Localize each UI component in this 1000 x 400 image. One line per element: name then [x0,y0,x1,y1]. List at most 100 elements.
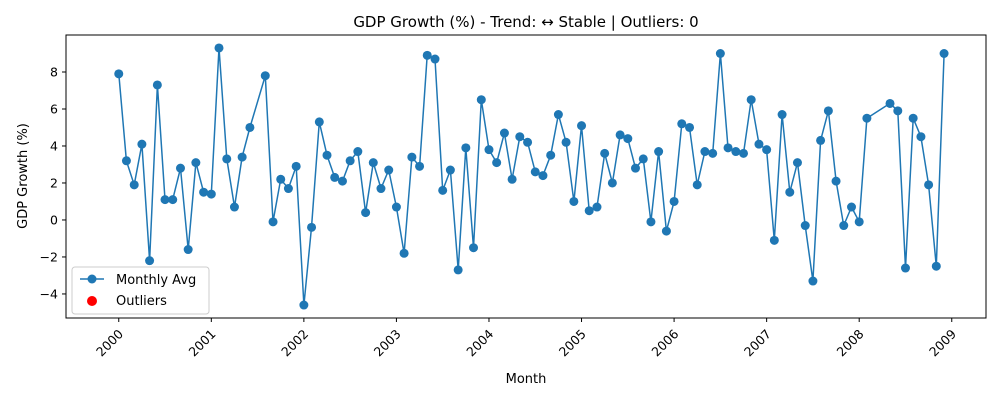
data-point [314,117,324,127]
data-point [607,178,617,188]
x-tick-label: 2004 [463,326,496,359]
data-point [715,48,725,58]
data-point [739,148,749,158]
data-point [839,221,849,231]
data-point [677,119,687,129]
data-point [276,174,286,184]
data-point [777,110,787,120]
data-point [708,148,718,158]
data-point [762,145,772,155]
data-point [646,217,656,227]
data-point [137,139,147,149]
y-tick-label: 6 [50,101,58,116]
data-point [145,256,155,266]
data-point [916,132,926,142]
data-point [368,158,378,168]
series-line-monthly-avg [118,47,945,306]
legend-marker-sample [87,274,97,284]
data-point [283,184,293,194]
data-point [900,263,910,273]
data-point [237,152,247,162]
data-point [792,158,802,168]
data-point [862,113,872,123]
data-point [769,235,779,245]
data-point [584,206,594,216]
data-point [129,180,139,190]
data-point [847,202,857,212]
data-point [669,196,679,206]
data-point [407,152,417,162]
data-point [422,50,432,60]
data-point [199,187,209,197]
data-point [376,184,386,194]
data-point [206,189,216,199]
data-point [337,176,347,186]
data-point [754,139,764,149]
data-point [685,122,695,132]
data-point [453,265,463,275]
data-point [808,276,818,286]
y-tick-label: 8 [50,64,58,79]
data-point [307,222,317,232]
x-axis-label: Month [506,372,547,387]
data-point [931,261,941,271]
data-point [322,150,332,160]
data-point [939,48,949,58]
data-point [615,130,625,140]
data-point [492,158,502,168]
data-point [353,147,363,157]
plot-area [65,34,987,319]
data-point [746,95,756,105]
data-point [384,165,394,175]
data-point [438,185,448,195]
data-point [461,143,471,153]
y-tick-label: 2 [50,175,58,190]
data-point [152,80,162,90]
legend: Monthly Avg Outliers [71,266,210,315]
x-tick-label: 2003 [371,326,404,359]
data-point [214,43,224,53]
y-tick-label: −4 [40,286,58,301]
data-point [816,135,826,145]
data-point [299,300,309,310]
data-point [399,248,409,258]
data-point [723,143,733,153]
data-point [330,172,340,182]
data-point [507,174,517,184]
data-point [577,121,587,131]
data-point [785,187,795,197]
plot-frame [65,34,987,319]
data-point [592,202,602,212]
x-tick-label: 2002 [278,326,311,359]
data-point [661,226,671,236]
data-point [160,195,170,205]
data-point [553,110,563,120]
data-point [260,71,270,81]
data-point [345,156,355,166]
series-layer [114,43,949,310]
data-point [229,202,239,212]
legend-outlier-marker-sample [87,296,97,306]
data-point [469,243,479,253]
data-point [499,128,509,138]
data-point [245,122,255,132]
x-axis: 2000 2001 2002 2003 2004 2005 2006 2007 2008 2009 [93,318,959,359]
legend-frame [71,266,210,315]
data-point [546,150,556,160]
x-tick-label: 2000 [93,326,126,359]
data-point [168,195,178,205]
data-point [731,147,741,157]
y-tick-label: −2 [40,249,58,264]
legend-label-outliers: Outliers [116,294,167,309]
data-point [415,161,425,171]
data-point [823,106,833,116]
y-tick-label: 0 [50,212,58,227]
data-point [121,156,131,166]
x-tick-label: 2008 [833,326,866,359]
legend-label-monthly-avg: Monthly Avg [116,273,196,288]
data-point [924,180,934,190]
data-point [800,221,810,231]
data-point [222,154,232,164]
data-point [175,163,185,173]
